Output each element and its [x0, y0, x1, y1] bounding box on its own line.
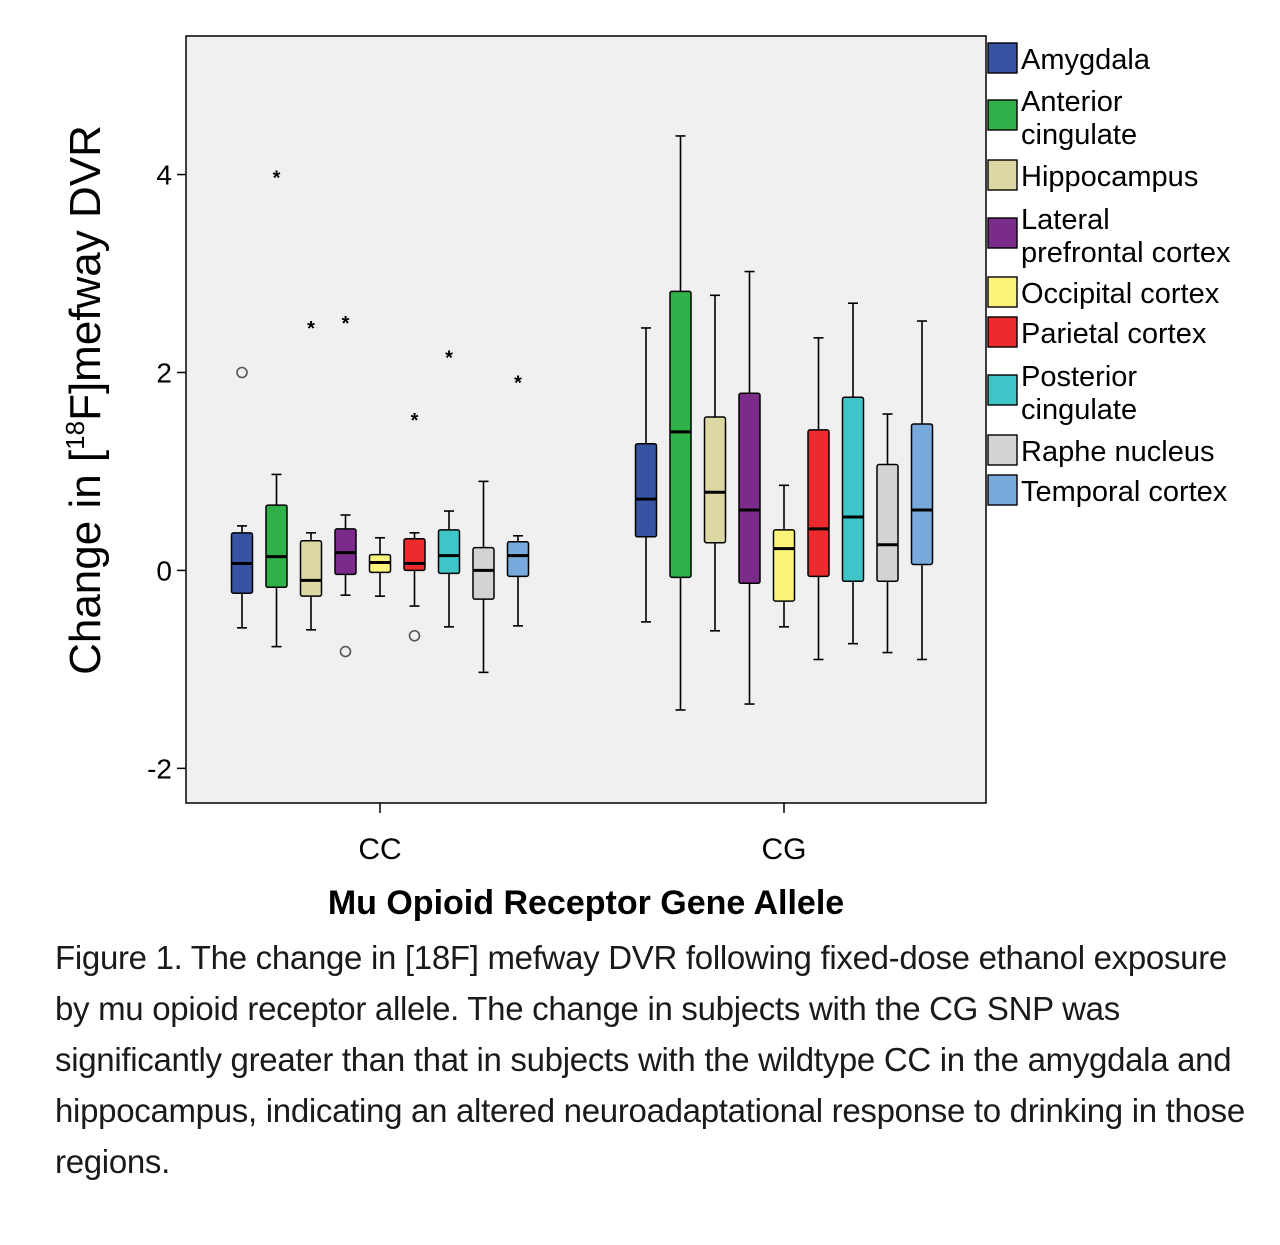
box-iqr [738, 392, 761, 585]
outlier-star: * [342, 313, 350, 335]
y-axis: -2 0 2 4 [147, 160, 186, 784]
y-tick-label: 2 [156, 357, 172, 388]
outlier-star: * [307, 318, 315, 340]
box-iqr [506, 540, 530, 578]
legend-item: Hippocampus [987, 159, 1198, 193]
figure-caption: Figure 1. The change in [18F] mefway DVR… [55, 939, 1245, 1180]
y-axis-label: Change in [18F]mefway DVR [60, 125, 110, 675]
box-posterior-cingulate-cg [841, 302, 865, 645]
legend-item: Anterior cingulate [987, 86, 1137, 151]
legend-item: Raphe nucleus [987, 434, 1214, 468]
outlier-star: * [445, 348, 453, 370]
box-iqr [403, 538, 426, 572]
x-axis: CC CG [358, 803, 807, 866]
box-posterior-cingulate-cc: * [437, 348, 461, 628]
box-iqr [472, 546, 495, 600]
legend-label: Hippocampus [1021, 161, 1198, 193]
legend-label: Posterior cingulate [1021, 361, 1137, 426]
y-tick-label: 4 [156, 160, 172, 191]
y-tick-label: 0 [156, 555, 172, 586]
box-iqr [634, 442, 658, 538]
outlier-circle [236, 366, 248, 379]
box-iqr [265, 504, 288, 589]
box-hippocampus-cg [703, 294, 727, 632]
outlier-circle [339, 645, 352, 658]
outlier-star: * [273, 168, 281, 190]
box-occipital-cortex-cc [368, 536, 392, 597]
y-axis-label-superscript: 18 [60, 421, 90, 450]
legend-swatch [987, 374, 1018, 406]
plot-area [185, 35, 987, 804]
box-iqr [703, 416, 727, 544]
legend-swatch [987, 99, 1018, 131]
legend-item: Temporal cortex [987, 474, 1228, 508]
box-iqr [437, 529, 461, 575]
x-tick-label: CC [358, 833, 401, 866]
box-anterior-cingulate-cg [669, 135, 692, 711]
box-amygdala-cc [230, 366, 254, 629]
box-raphe-nucleus-cc [472, 480, 495, 674]
legend-swatch [987, 217, 1018, 249]
outlier-star: * [411, 410, 419, 432]
legend-item: Parietal cortex [987, 316, 1207, 350]
box-iqr [807, 429, 830, 578]
box-plot-chart: -2 0 2 4 CC CG * * * * * * Amygdala Anterior cingul… [60, 35, 1231, 922]
legend-label: Raphe nucleus [1021, 436, 1214, 468]
box-parietal-cortex-cg [807, 337, 830, 661]
box-temporal-cortex-cc: * [506, 372, 530, 627]
legend-item: Lateral prefrontal cortex [987, 204, 1231, 269]
box-amygdala-cg [634, 327, 658, 623]
box-iqr [841, 396, 865, 583]
legend-swatch [987, 42, 1018, 74]
legend-item: Amygdala [987, 42, 1151, 76]
outlier-star: * [514, 372, 522, 394]
x-tick-label: CG [762, 833, 807, 866]
legend-swatch [987, 276, 1018, 308]
legend-label: Occipital cortex [1021, 278, 1220, 310]
legend-swatch [987, 159, 1018, 191]
box-occipital-cortex-cg [772, 484, 796, 628]
legend-label: Lateral prefrontal cortex [1021, 204, 1231, 269]
legend-item: Occipital cortex [987, 276, 1220, 310]
x-axis-label: Mu Opioid Receptor Gene Allele [328, 884, 844, 922]
box-anterior-cingulate-cc: * [265, 168, 288, 648]
box-hippocampus-cc: * [299, 318, 323, 631]
legend-label: Amygdala [1021, 44, 1151, 76]
box-parietal-cortex-cc: * [403, 410, 426, 642]
box-iqr [299, 539, 323, 597]
box-iqr [876, 463, 899, 583]
legend-label: Parietal cortex [1021, 318, 1207, 350]
legend-item: Posterior cingulate [987, 361, 1137, 426]
box-iqr [669, 290, 692, 579]
box-iqr [772, 529, 796, 602]
box-temporal-cortex-cg [910, 320, 934, 661]
box-lateral-prefrontal-cortex-cc: * [334, 313, 357, 658]
outlier-circle [408, 629, 421, 642]
box-iqr [910, 423, 934, 566]
legend-label: Temporal cortex [1021, 476, 1228, 508]
legend: Amygdala Anterior cingulate Hippocampus Late… [987, 42, 1231, 508]
legend-swatch [987, 316, 1018, 348]
y-tick-label: -2 [147, 753, 172, 784]
legend-label: Anterior cingulate [1021, 86, 1137, 151]
box-series-group: * * * * * * [230, 135, 934, 711]
box-raphe-nucleus-cg [876, 413, 899, 654]
legend-swatch [987, 474, 1018, 506]
legend-swatch [987, 434, 1018, 466]
box-lateral-prefrontal-cortex-cg [738, 270, 761, 705]
